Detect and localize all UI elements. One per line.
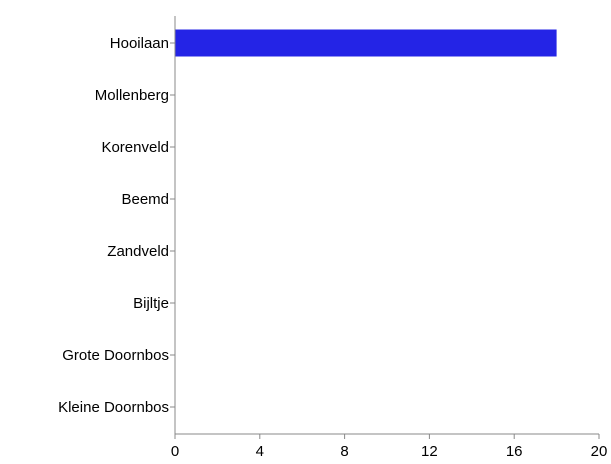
x-tick-label: 4	[256, 443, 264, 460]
bar-hooilaan	[175, 29, 557, 57]
x-tick-label: 20	[591, 443, 608, 460]
category-label-hooilaan: Hooilaan	[110, 35, 169, 52]
axis-layer	[170, 16, 599, 435]
category-label-grote-doornbos: Grote Doornbos	[62, 347, 169, 364]
category-label-beemd: Beemd	[121, 191, 169, 208]
category-label-kleine-doornbos: Kleine Doornbos	[58, 399, 169, 416]
bars-layer	[175, 29, 557, 57]
x-tick-label: 12	[421, 443, 438, 460]
x-axis-ticks: 0 4 8 12 16 20	[171, 434, 608, 460]
category-label-korenveld: Korenveld	[101, 139, 169, 156]
category-label-mollenberg: Mollenberg	[95, 87, 169, 104]
category-label-bijltje: Bijltje	[133, 295, 169, 312]
x-tick-label: 16	[506, 443, 523, 460]
x-tick-label: 0	[171, 443, 179, 460]
category-label-zandveld: Zandveld	[107, 243, 169, 260]
x-tick-label: 8	[340, 443, 348, 460]
category-labels: Hooilaan Mollenberg Korenveld Beemd Zandveld…	[58, 35, 169, 416]
